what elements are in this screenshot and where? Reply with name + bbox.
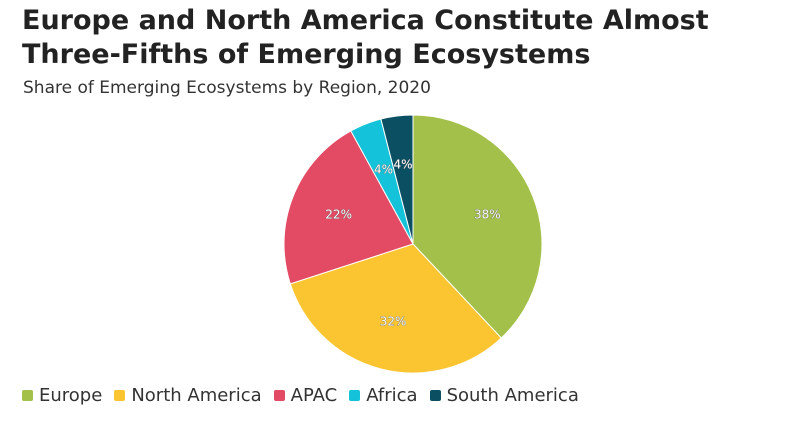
legend-item-south-america[interactable]: South America [429,385,579,406]
pie-slice-apac[interactable] [283,130,414,285]
legend-swatch [429,390,441,401]
legend-swatch [349,390,361,401]
slice-label-south-america: 4% [393,158,412,172]
legend-item-apac[interactable]: APAC [273,385,338,406]
chart-subtitle: Share of Emerging Ecosystems by Region, … [23,78,431,98]
pie-slice-north-america[interactable] [289,243,503,374]
pie-slice-south-america[interactable] [380,114,414,245]
legend-label: Africa [366,385,418,406]
legend-item-europe[interactable]: Europe [22,385,102,406]
slice-label-europe: 38% [474,208,501,222]
legend-label: South America [446,385,579,406]
legend-label: North America [131,385,262,406]
pie-slice-europe[interactable] [412,114,543,339]
slice-label-apac: 22% [325,208,352,222]
legend-label: APAC [290,385,338,406]
legend-swatch [22,390,33,401]
legend-swatch [114,390,126,401]
chart-title: Europe and North America Constitute Almo… [22,5,709,70]
legend-item-africa[interactable]: Africa [349,385,418,406]
legend-swatch [273,390,285,401]
chart-legend: Europe North America APAC Africa South Ameri… [22,385,591,406]
legend-label: Europe [39,385,103,406]
legend-item-north-america[interactable]: North America [114,385,262,406]
slice-label-africa: 4% [374,163,393,177]
slice-label-north-america: 32% [380,314,407,328]
